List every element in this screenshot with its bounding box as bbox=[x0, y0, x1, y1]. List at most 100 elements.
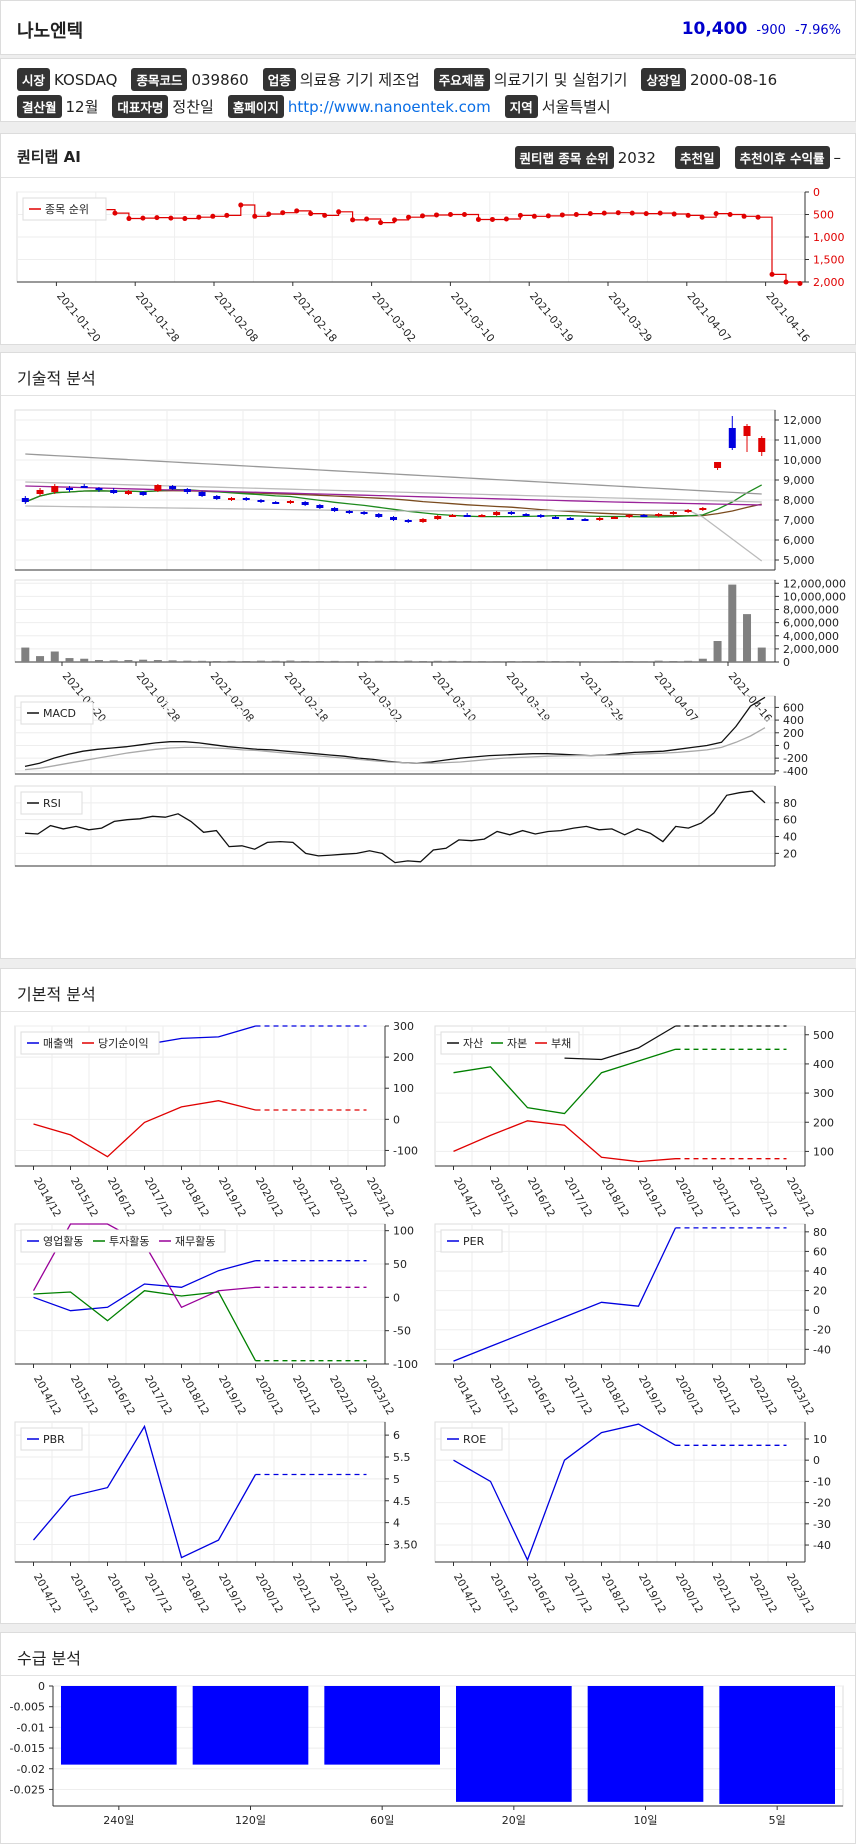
y-tick-label: 200 bbox=[393, 1051, 414, 1064]
candle-body bbox=[36, 490, 44, 494]
x-tick-label: 2016/12 bbox=[525, 1176, 557, 1220]
legend bbox=[20, 1229, 226, 1253]
x-tick-label: 2020/12 bbox=[253, 1572, 285, 1616]
y-tick-label: 300 bbox=[393, 1020, 414, 1033]
ma-mid-line bbox=[25, 484, 763, 518]
x-tick-label: 2022/12 bbox=[747, 1176, 779, 1220]
y-tick-label: -0.01 bbox=[17, 1721, 45, 1734]
x-tick-label: 2022/12 bbox=[327, 1572, 359, 1616]
homepage-link[interactable]: http://www.nanoentek.com bbox=[287, 97, 491, 116]
info-value: 의료용 기기 제조업 bbox=[299, 71, 420, 89]
y-tick-label: 1,500 bbox=[813, 254, 845, 267]
y-tick-label: 400 bbox=[783, 714, 804, 727]
technical-chart: 5,000 6,000 7,000 8,000 9,000 10,000 11,000 12,… bbox=[14, 409, 846, 867]
y-tick-label: 50 bbox=[393, 1258, 407, 1271]
candle-body bbox=[213, 496, 221, 499]
volume-bar bbox=[242, 661, 251, 662]
rank-point bbox=[727, 212, 733, 217]
candle-body bbox=[360, 512, 368, 514]
volume-bar bbox=[183, 660, 192, 662]
x-tick-label: 2020/12 bbox=[253, 1374, 285, 1418]
info-label: 지역 bbox=[504, 95, 538, 118]
rank-value: 2032 bbox=[617, 148, 656, 167]
series-line bbox=[144, 1025, 256, 1046]
y-tick-label: -0.025 bbox=[10, 1783, 45, 1796]
rank-point bbox=[322, 212, 328, 218]
y-tick-label: -0.02 bbox=[17, 1763, 45, 1776]
candle-body bbox=[345, 511, 353, 513]
rank-point bbox=[503, 216, 509, 222]
x-tick-label: 2016/12 bbox=[105, 1572, 137, 1616]
x-tick-label: 2019/12 bbox=[636, 1374, 668, 1418]
signal-line bbox=[24, 727, 766, 771]
x-tick-label: 60일 bbox=[370, 1813, 394, 1827]
lower-band-line bbox=[25, 505, 763, 562]
legend-label: 부채 bbox=[551, 1037, 571, 1050]
legend-label: 재무활동 bbox=[175, 1234, 215, 1248]
x-tick-label: 2019/12 bbox=[216, 1572, 248, 1616]
x-tick-label: 2023/12 bbox=[784, 1176, 816, 1220]
volume-bar bbox=[595, 661, 604, 662]
info-row-2: 결산월 12월 대표자명 정찬일 홈페이지 http://www.nanoentek.co… bbox=[17, 95, 625, 118]
candle-body bbox=[566, 518, 574, 520]
candle-body bbox=[21, 498, 29, 502]
series-line bbox=[453, 1120, 676, 1163]
x-tick-label: 2022/12 bbox=[747, 1374, 779, 1418]
volume-bar bbox=[21, 647, 30, 662]
candle-body bbox=[743, 426, 751, 436]
candle-body bbox=[699, 508, 707, 510]
rank-point bbox=[112, 210, 118, 216]
x-tick-label: 2018/12 bbox=[599, 1374, 631, 1418]
rank-point bbox=[140, 215, 146, 221]
x-tick-label: 2021-02-18 bbox=[291, 290, 339, 342]
rank-point bbox=[308, 211, 314, 217]
y-tick-label: 11,000 bbox=[783, 434, 822, 447]
y-tick-label: 6,000,000 bbox=[783, 617, 839, 630]
rank-point bbox=[154, 215, 160, 221]
y-tick-label: 4 bbox=[393, 1517, 400, 1530]
y-tick-label: 8,000,000 bbox=[783, 604, 839, 617]
rank-point bbox=[350, 217, 356, 223]
info-label: 결산월 bbox=[17, 95, 62, 118]
candle-body bbox=[404, 520, 412, 522]
x-tick-label: 2021-03-19 bbox=[527, 290, 575, 342]
quantilab-title: 퀀티랩 AI bbox=[17, 148, 81, 166]
ma-120-line bbox=[25, 481, 762, 503]
x-tick-label: 2021/12 bbox=[710, 1176, 742, 1220]
rank-label: 퀀티랩 종목 순위 bbox=[514, 146, 614, 169]
x-tick-label: 2022/12 bbox=[327, 1176, 359, 1220]
x-tick-label: 2021-01-20 bbox=[54, 290, 102, 342]
legend-label: PER bbox=[463, 1235, 485, 1248]
y-tick-label: 10 bbox=[813, 1433, 827, 1446]
rank-point bbox=[210, 213, 216, 219]
candle-body bbox=[581, 519, 589, 521]
volume-bar bbox=[404, 660, 413, 662]
y-tick-label: 0 bbox=[783, 739, 790, 752]
supply-bar bbox=[587, 1686, 704, 1802]
candle-body bbox=[463, 515, 471, 517]
x-tick-label: 2020/12 bbox=[673, 1374, 705, 1418]
y-tick-label: 0 bbox=[813, 186, 820, 199]
technical-panel: 기술적 분석 5,000 6,000 7,000 8,000 9,000 10,000 11… bbox=[0, 352, 856, 959]
volume-bar bbox=[713, 641, 722, 662]
candle-body bbox=[434, 516, 442, 519]
rank-point bbox=[434, 212, 440, 218]
series-line bbox=[453, 1227, 677, 1362]
y-tick-label: -40 bbox=[813, 1539, 831, 1552]
y-tick-label: 20 bbox=[813, 1285, 827, 1298]
rank-point bbox=[461, 212, 467, 217]
volume-bar bbox=[315, 661, 324, 662]
candle-body bbox=[301, 502, 309, 505]
rank-point bbox=[266, 211, 272, 217]
supply-bar bbox=[192, 1686, 309, 1765]
candle-body bbox=[183, 489, 191, 492]
volume-bar bbox=[94, 660, 103, 662]
info-value: 정찬일 bbox=[172, 98, 214, 116]
x-tick-label: 2019/12 bbox=[216, 1176, 248, 1220]
legend bbox=[22, 197, 107, 221]
x-tick-label: 2017/12 bbox=[562, 1572, 594, 1616]
y-tick-label: 40 bbox=[813, 1265, 827, 1278]
rank-chart: 0 500 1,000 1,500 2,000 종목 순위 2021-01-20 2021-0… bbox=[16, 186, 845, 342]
y-tick-label: 12,000,000 bbox=[783, 577, 846, 590]
x-tick-label: 2021/12 bbox=[290, 1176, 322, 1220]
